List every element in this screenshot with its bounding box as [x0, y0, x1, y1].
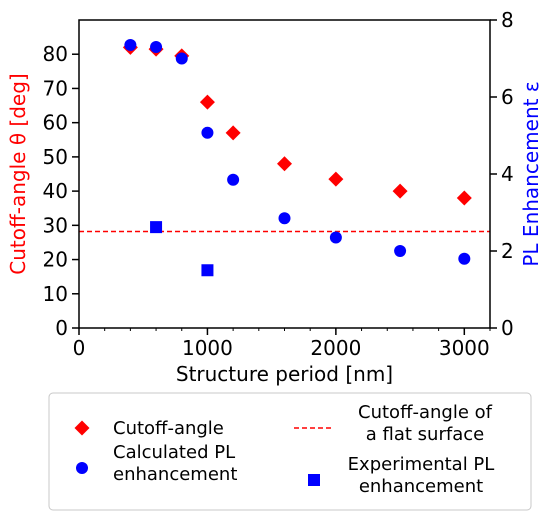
experimental-pl-point: [201, 264, 214, 277]
cutoff-angle-point: [277, 156, 292, 172]
cutoff-angle-point: [199, 94, 215, 110]
calculated-pl-point: [458, 252, 471, 265]
x-tick-label: 1000: [182, 336, 233, 360]
legend-box: [48, 392, 532, 511]
calculated-pl-point: [150, 40, 163, 53]
cutoff-angle-point: [328, 171, 344, 187]
legend-label: Cutoff-angle: [113, 418, 224, 439]
y-left-tick-label: 70: [43, 76, 68, 100]
calculated-pl-point: [124, 39, 137, 52]
calculated-pl-point: [227, 173, 240, 186]
y-right-tick-label: 0: [501, 316, 514, 340]
axis-elements: 0 1000 2000 3000 0 10 20 30 40 50 60 70 80 0 2 4 6 8: [43, 8, 514, 360]
legend-circle-marker: [76, 462, 88, 474]
y-left-tick-label: 50: [43, 145, 68, 169]
cutoff-angle-point: [225, 125, 241, 141]
calculated-pl-point: [201, 126, 214, 139]
x-axis-label: Structure period [nm]: [176, 362, 393, 386]
calculated-pl-point: [394, 245, 407, 257]
y-left-tick-label: 80: [43, 42, 68, 66]
y-left-tick-label: 30: [43, 213, 68, 237]
plot-marks: [79, 39, 490, 277]
y-left-tick-label: 20: [43, 248, 68, 272]
calculated-pl-point: [329, 231, 342, 244]
calculated-pl-point: [175, 52, 188, 65]
experimental-pl-point: [150, 221, 163, 234]
y-left-tick-label: 40: [43, 179, 68, 203]
cutoff-angle-point: [456, 190, 472, 206]
y-right-tick-label: 2: [501, 239, 514, 263]
y-right-tick-label: 6: [501, 85, 514, 109]
calculated-pl-point: [278, 212, 291, 225]
cutoff-angle-point: [392, 183, 408, 199]
y-left-tick-label: 0: [55, 316, 68, 340]
legend: Cutoff-angle Cutoff-angle of a flat surfac…: [48, 392, 532, 511]
y-left-tick-label: 10: [43, 282, 68, 306]
x-tick-label: 2000: [310, 336, 361, 360]
y-left-tick-label: 60: [43, 111, 68, 135]
x-tick-label: 3000: [439, 336, 490, 360]
y-right-tick-label: 4: [501, 162, 514, 186]
y-axis-right-label: PL Enhancement ε: [519, 81, 543, 266]
legend-label: Calculated PL enhancement: [113, 442, 237, 485]
legend-label: Experimental PL enhancement: [348, 454, 495, 497]
y-axis-left-label: Cutoff-angle θ [deg]: [6, 73, 30, 274]
legend-square-marker: [308, 474, 320, 486]
y-right-tick-label: 8: [501, 8, 514, 32]
plot-frame: [78, 19, 491, 329]
x-tick-label: 0: [73, 336, 86, 360]
legend-diamond-marker: [74, 420, 90, 436]
legend-label: Cutoff-angle of a flat surface: [358, 402, 493, 445]
